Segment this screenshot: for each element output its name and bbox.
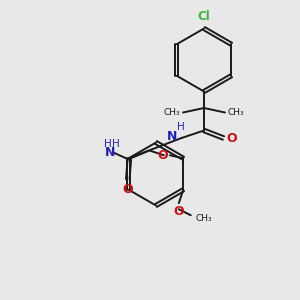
- Text: O: O: [158, 149, 168, 162]
- Text: CH₃: CH₃: [195, 214, 212, 223]
- Text: N: N: [105, 146, 115, 159]
- Text: O: O: [122, 183, 133, 196]
- Text: Cl: Cl: [198, 10, 210, 23]
- Text: N: N: [167, 130, 177, 143]
- Text: O: O: [226, 131, 237, 145]
- Text: CH₃: CH₃: [227, 108, 244, 117]
- Text: H: H: [104, 139, 112, 148]
- Text: CH₃: CH₃: [164, 108, 181, 117]
- Text: H: H: [177, 122, 185, 132]
- Text: H: H: [112, 139, 120, 148]
- Text: O: O: [173, 205, 184, 218]
